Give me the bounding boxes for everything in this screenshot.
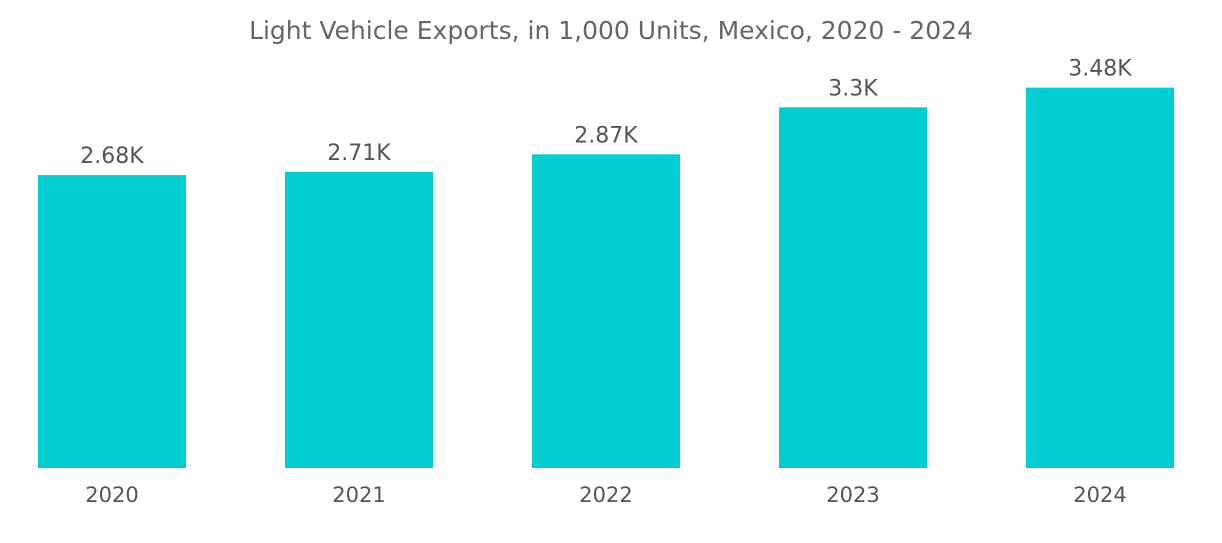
bar-2021: [285, 171, 433, 468]
x-tick-label-2024: 2024: [1073, 483, 1126, 507]
x-tick-label-2023: 2023: [826, 483, 879, 507]
data-label-2023: 3.3K: [828, 76, 878, 101]
data-label-2024: 3.48K: [1068, 57, 1132, 82]
bar-2020: [38, 175, 186, 468]
x-tick-label-2020: 2020: [85, 483, 138, 507]
x-tick-label-2021: 2021: [332, 483, 385, 507]
data-label-2022: 2.87K: [574, 123, 638, 148]
bar-2023: [779, 107, 927, 468]
chart-title: Light Vehicle Exports, in 1,000 Units, M…: [249, 16, 973, 45]
data-label-2020: 2.68K: [80, 144, 144, 169]
bar-2022: [532, 154, 680, 469]
bar-2024: [1026, 87, 1174, 469]
x-tick-label-2022: 2022: [579, 483, 632, 507]
data-label-2021: 2.71K: [327, 141, 391, 166]
